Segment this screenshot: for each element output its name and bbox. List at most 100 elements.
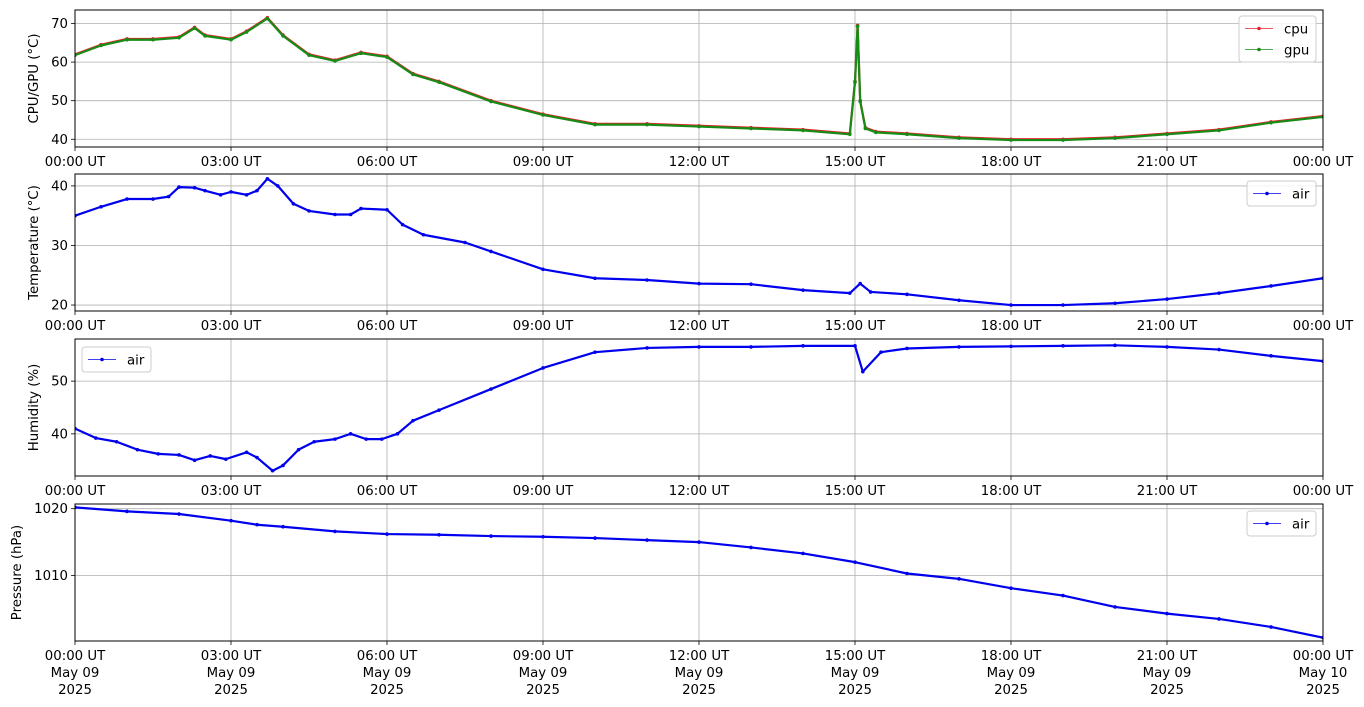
data-point-air — [489, 249, 493, 254]
data-point-air — [861, 369, 865, 374]
x-tick-label: 15:00 UT — [825, 319, 886, 334]
x-tick-label: 06:00 UT — [357, 649, 418, 664]
x-tick-year: 2025 — [214, 683, 248, 698]
x-tick-label: 18:00 UT — [981, 155, 1042, 170]
x-tick-date: May 09 — [675, 666, 724, 681]
x-tick-label: 06:00 UT — [357, 319, 418, 334]
data-point-air — [312, 439, 317, 444]
data-point-air — [156, 452, 160, 456]
data-point-gpu — [151, 37, 155, 42]
data-point-air — [541, 267, 545, 272]
data-point-air — [749, 545, 753, 550]
y-tick-label: 30 — [51, 239, 68, 254]
data-point-air — [1061, 593, 1065, 598]
data-point-air — [645, 346, 649, 350]
data-point-air — [114, 439, 119, 444]
legend: air — [81, 346, 152, 373]
x-tick-label: 03:00 UT — [201, 484, 262, 499]
legend-marker-air — [100, 357, 104, 362]
data-point-gpu — [333, 59, 337, 63]
data-point-gpu — [229, 37, 233, 42]
data-point-air — [1217, 617, 1221, 621]
data-point-air — [125, 509, 129, 514]
data-point-gpu — [192, 26, 197, 30]
data-point-air — [244, 450, 249, 455]
data-point-gpu — [99, 43, 103, 48]
data-point-air — [905, 346, 909, 351]
data-point-air — [957, 345, 961, 349]
x-tick-year: 2025 — [682, 683, 716, 698]
data-point-air — [593, 276, 597, 281]
data-point-air — [411, 418, 415, 423]
data-point-air — [1165, 611, 1169, 616]
x-tick-label: 21:00 UT — [1137, 319, 1198, 334]
data-point-gpu — [1061, 138, 1065, 142]
y-axis-label: CPU/GPU (°C) — [27, 33, 42, 123]
data-point-air — [1009, 344, 1013, 349]
data-point-air — [437, 532, 441, 537]
data-point-air — [208, 454, 212, 458]
data-point-air — [541, 366, 545, 370]
data-point-air — [348, 212, 353, 217]
y-tick-label: 70 — [51, 17, 68, 32]
data-point-gpu — [863, 126, 868, 131]
data-point-gpu — [593, 122, 597, 127]
data-point-air — [957, 577, 961, 581]
x-tick-label: 21:00 UT — [1137, 649, 1198, 664]
x-tick-date: May 10 — [1299, 666, 1348, 681]
data-point-air — [593, 536, 597, 540]
data-point-air — [385, 532, 389, 536]
data-point-air — [1269, 625, 1273, 629]
y-tick-label: 50 — [51, 375, 68, 390]
data-point-gpu — [858, 99, 862, 104]
y-tick-label: 20 — [51, 299, 68, 314]
data-point-air — [177, 512, 181, 516]
x-tick-label: 15:00 UT — [825, 649, 886, 664]
data-point-gpu — [281, 34, 285, 38]
x-tick-label: 21:00 UT — [1137, 155, 1198, 170]
data-point-air — [1061, 344, 1065, 348]
data-point-air — [177, 453, 181, 457]
data-point-air — [489, 387, 493, 391]
data-point-air — [697, 345, 701, 349]
legend-marker-air — [1265, 521, 1269, 526]
data-point-gpu — [541, 113, 545, 117]
data-point-air — [270, 468, 275, 473]
data-point-air — [1165, 297, 1169, 301]
x-tick-label: 15:00 UT — [825, 155, 886, 170]
x-tick-label: 15:00 UT — [825, 484, 886, 499]
data-point-air — [307, 209, 311, 213]
x-tick-label: 09:00 UT — [513, 484, 574, 499]
legend-label-air: air — [1292, 518, 1310, 533]
legend: cpu gpu — [1238, 15, 1317, 63]
data-point-air — [749, 345, 753, 349]
data-point-air — [255, 522, 259, 527]
x-tick-date: May 09 — [831, 666, 880, 681]
x-tick-date: May 09 — [363, 666, 412, 681]
data-point-air — [858, 281, 862, 286]
chart-panel-1: 00:00 UT 03:00 UT 06:00 UT 09:00 UT 12:00 UT… — [27, 9, 1354, 170]
data-point-gpu — [855, 24, 860, 29]
x-tick-label: 00:00 UT — [1293, 319, 1354, 334]
data-point-air — [645, 278, 649, 282]
x-tick-label: 18:00 UT — [981, 319, 1042, 334]
data-point-air — [801, 288, 805, 292]
x-tick-label: 00:00 UT — [45, 649, 106, 664]
data-point-gpu — [957, 136, 961, 140]
x-tick-label: 03:00 UT — [201, 155, 262, 170]
x-tick-date: May 09 — [207, 666, 256, 681]
data-point-air — [853, 344, 857, 348]
x-tick-label: 06:00 UT — [357, 484, 418, 499]
data-point-air — [333, 212, 337, 217]
data-point-gpu — [1009, 138, 1013, 142]
data-point-air — [593, 350, 597, 354]
data-point-air — [255, 455, 259, 460]
legend-marker-gpu — [1257, 47, 1261, 52]
x-tick-year: 2025 — [994, 683, 1028, 698]
legend-label-air: air — [1292, 188, 1310, 203]
data-point-air — [151, 197, 155, 201]
y-tick-label: 1010 — [34, 569, 68, 584]
data-point-air — [333, 529, 337, 534]
x-tick-label: 00:00 UT — [45, 319, 106, 334]
data-point-air — [853, 560, 857, 564]
